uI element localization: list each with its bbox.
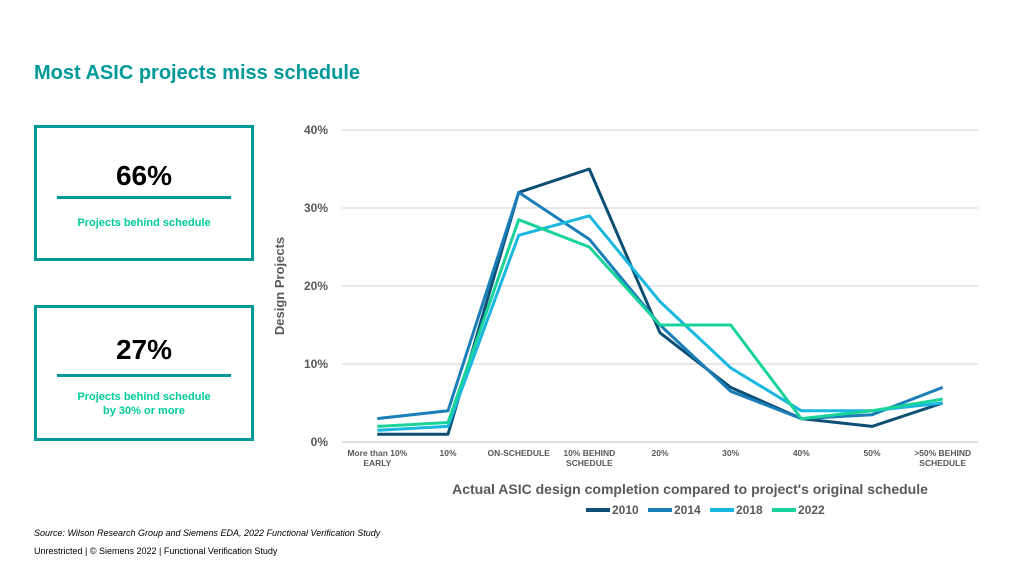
stat-caption-line-1: Projects behind schedule [77, 391, 211, 403]
y-tick-label: 40% [304, 123, 328, 137]
legend-label-2010: 2010 [612, 503, 639, 517]
source-note: Source: Wilson Research Group and Siemen… [34, 528, 381, 538]
x-tick-label: 50% [863, 448, 880, 458]
stat-value: 66% [115, 160, 173, 191]
line-chart: 0% 10% 20% 30% 40% More than 10% EARLY 10% ON-SC… [272, 123, 978, 517]
y-axis-title: Design Projects [272, 237, 287, 335]
page-title: Most ASIC projects miss schedule [34, 62, 361, 84]
x-tick-label: 20% [651, 448, 668, 458]
series-line-2018 [377, 214, 943, 432]
x-tick-label: 30% [722, 448, 739, 458]
stat-divider [57, 374, 231, 377]
stat-box-behind-30-percent: 27% Projects behind schedule by 30% or m… [34, 305, 254, 441]
y-tick-label: 10% [304, 357, 328, 371]
x-axis-title: Actual ASIC design completion compared t… [452, 481, 928, 497]
legend-label-2022: 2022 [798, 503, 825, 517]
x-tick-label: ON-SCHEDULE [487, 448, 550, 458]
stat-caption-line-2: by 30% or more [103, 405, 185, 417]
stat-divider [57, 196, 231, 199]
stat-box-behind-schedule: 66% Projects behind schedule [34, 125, 254, 261]
x-tick-label: 10% BEHIND SCHEDULE [563, 448, 615, 468]
series-line-2022 [377, 218, 943, 428]
x-tick-label: >50% BEHIND SCHEDULE [914, 448, 971, 468]
y-tick-label: 30% [304, 201, 328, 215]
x-tick-label: 10% [439, 448, 456, 458]
stat-caption: Projects behind schedule [77, 217, 211, 229]
stat-value: 27% [115, 334, 173, 365]
y-tick-label: 20% [304, 279, 328, 293]
y-tick-label: 0% [311, 435, 329, 449]
x-tick-label: 40% [793, 448, 810, 458]
x-tick-label: More than 10% EARLY [347, 448, 407, 468]
legend-label-2014: 2014 [674, 503, 701, 517]
footer: Unrestricted | © Siemens 2022 | Function… [34, 546, 278, 556]
legend-label-2018: 2018 [736, 503, 763, 517]
